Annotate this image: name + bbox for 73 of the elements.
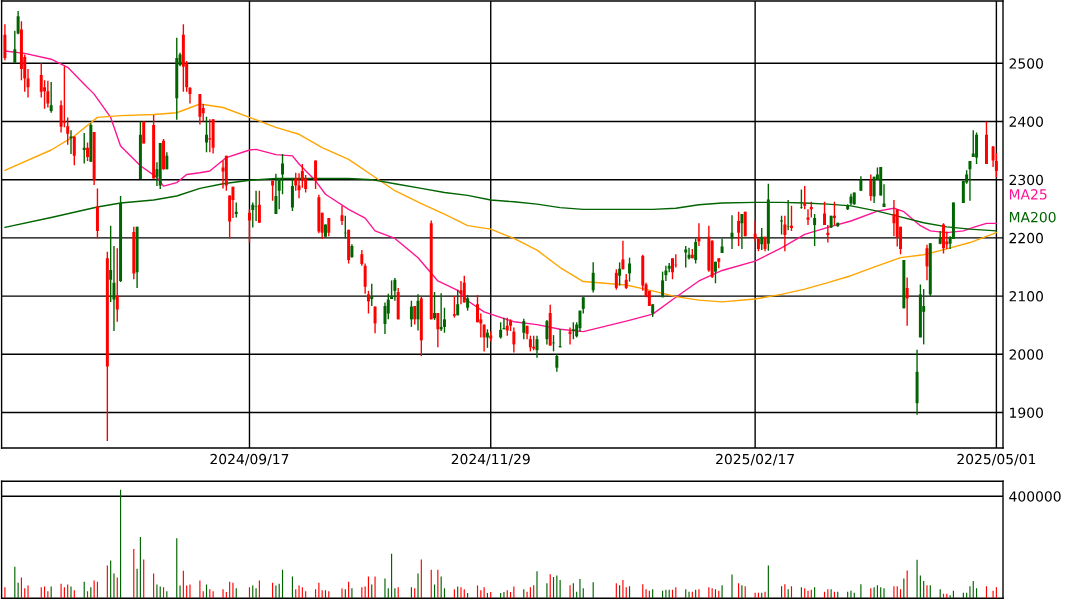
candlestick xyxy=(409,300,413,328)
x-tick-label: 2025/02/17 xyxy=(716,453,794,466)
candlestick xyxy=(43,79,47,110)
candlestick xyxy=(618,261,622,287)
candlestick xyxy=(373,305,377,335)
candlestick xyxy=(436,312,440,349)
series-label: MA200 xyxy=(1009,211,1056,223)
y-tick-label: 400000 xyxy=(1009,491,1061,502)
x-tick-label: 2025/05/01 xyxy=(957,453,1036,466)
candlestick xyxy=(327,217,331,237)
candlestick xyxy=(366,290,370,315)
candlestick xyxy=(314,159,318,190)
candlestick xyxy=(975,131,979,165)
candlestick xyxy=(799,188,803,210)
x-tick-label: 2024/09/17 xyxy=(210,453,289,466)
candlestick xyxy=(892,199,896,237)
candlestick xyxy=(671,257,674,280)
candlestick xyxy=(142,120,146,145)
candlestick xyxy=(257,190,261,224)
candlestick xyxy=(905,276,909,327)
candlestick xyxy=(823,201,827,226)
candlestick xyxy=(628,256,632,283)
y-tick-label: 1900 xyxy=(1010,407,1043,418)
y-tick-label: 2200 xyxy=(1009,232,1043,244)
y-tick-label: 2500 xyxy=(1009,58,1043,69)
candlestick xyxy=(49,81,53,114)
candlestick xyxy=(661,270,665,298)
candlestick xyxy=(925,244,929,282)
candlestick xyxy=(697,222,701,247)
candlestick xyxy=(984,120,988,165)
candlestick xyxy=(971,129,975,158)
candlestick xyxy=(205,116,208,154)
candlestick xyxy=(591,261,595,294)
candlestick xyxy=(813,213,817,247)
candlestick xyxy=(942,222,945,255)
candlestick xyxy=(558,328,562,349)
candlestick xyxy=(383,301,387,335)
candlestick xyxy=(3,23,7,62)
series-label: MA25 xyxy=(1009,189,1047,200)
candlestick xyxy=(86,141,90,162)
candlestick xyxy=(869,173,873,202)
candlestick xyxy=(694,237,698,265)
candlestick xyxy=(687,247,691,261)
candlestick xyxy=(221,159,225,190)
candlestick xyxy=(872,176,876,204)
candlestick xyxy=(247,208,251,244)
candlestick xyxy=(614,268,618,291)
candlestick xyxy=(512,326,516,354)
candlestick xyxy=(780,215,784,236)
candlestick xyxy=(545,319,549,346)
candlestick xyxy=(456,288,460,316)
candlestick xyxy=(433,291,437,321)
candlestick xyxy=(452,295,456,319)
candlestick xyxy=(46,80,50,109)
candlestick xyxy=(393,277,397,302)
candlestick xyxy=(459,280,463,305)
y-tick-label: 2100 xyxy=(1009,291,1043,302)
y-tick-label: 2400 xyxy=(1009,116,1043,127)
candlestick xyxy=(713,261,717,284)
y-tick-label: 2300 xyxy=(1009,174,1043,186)
candlestick xyxy=(922,288,926,346)
y-tick-label: 2000 xyxy=(1009,349,1043,360)
candlestick xyxy=(462,275,466,304)
candlestick xyxy=(324,223,327,238)
candlestick xyxy=(737,211,741,247)
candlestick xyxy=(968,160,972,202)
candlestick xyxy=(621,240,625,271)
candlestick xyxy=(72,135,76,166)
candlestick xyxy=(115,247,119,323)
x-tick-label: 2024/11/29 xyxy=(451,453,530,466)
candlestick xyxy=(783,215,787,252)
candlestick xyxy=(254,190,258,222)
candlestick xyxy=(720,237,724,254)
